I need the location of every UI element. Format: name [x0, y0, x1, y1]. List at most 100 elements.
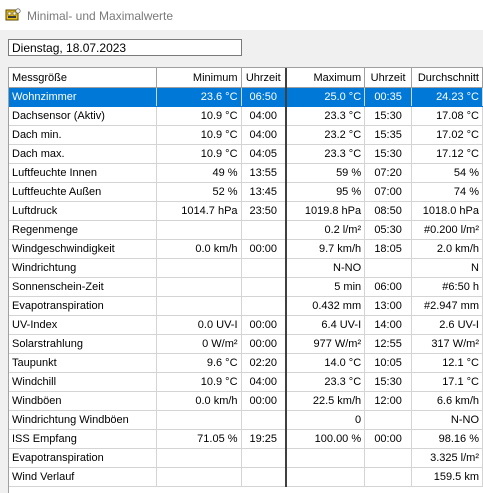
table-header: Messgröße Minimum Uhrzeit Maximum Uhrzeit Dur… — [9, 68, 483, 88]
table-row[interactable]: Windböen 0.0 km/h 00:00 22.5 km/h 12:00 6.6 k… — [9, 391, 483, 411]
durchschnitt-cell: #0.200 l/m² — [411, 220, 483, 240]
uhrzeit-min-cell — [241, 258, 287, 278]
maximum-cell: 59 % — [285, 163, 366, 183]
durchschnitt-cell: 2.6 UV-I — [411, 315, 483, 335]
date-field[interactable]: Dienstag, 18.07.2023 — [8, 39, 242, 56]
table-row[interactable]: Evapotranspiration 0.432 mm 13:00 #2.947 mm — [9, 296, 483, 316]
uhrzeit-min-cell — [241, 277, 287, 297]
messgroesse-cell: Wohnzimmer — [9, 87, 157, 107]
maximum-cell: 977 W/m² — [285, 334, 366, 354]
durchschnitt-cell: 54 % — [411, 163, 483, 183]
col-uhrzeit-max-header[interactable]: Uhrzeit — [364, 68, 413, 88]
minimum-cell: 49 % — [156, 163, 242, 183]
table-row[interactable]: Dach max. 10.9 °C 04:05 23.3 °C 15:30 17.12 °… — [9, 144, 483, 164]
maximum-cell — [285, 448, 366, 468]
maximum-cell: 5 min — [285, 277, 366, 297]
table-row[interactable]: Sonnenschein-Zeit 5 min 06:00 #6:50 h — [9, 277, 483, 297]
uhrzeit-max-cell: 07:00 — [364, 182, 413, 202]
uhrzeit-max-cell: 14:00 — [364, 315, 413, 335]
maximum-cell: 14.0 °C — [285, 353, 366, 373]
table-row[interactable]: ISS Empfang 71.05 % 19:25 100.00 % 00:00 98.1… — [9, 429, 483, 449]
messgroesse-cell: Evapotranspiration — [9, 448, 157, 468]
durchschnitt-cell: 12.1 °C — [411, 353, 483, 373]
minimum-cell: 10.9 °C — [156, 144, 242, 164]
maximum-cell: 6.4 UV-I — [285, 315, 366, 335]
maximum-cell: 1019.8 hPa — [285, 201, 366, 221]
messgroesse-cell: ISS Empfang — [9, 429, 157, 449]
min-max-grid[interactable]: Messgröße Minimum Uhrzeit Maximum Uhrzeit Dur… — [8, 67, 483, 493]
table-row[interactable]: Luftfeuchte Innen 49 % 13:55 59 % 07:20 54 % — [9, 163, 483, 183]
messgroesse-cell: Windrichtung Windböen — [9, 410, 157, 430]
minimum-cell — [156, 296, 242, 316]
minimum-cell: 0.0 km/h — [156, 391, 242, 411]
durchschnitt-cell: 317 W/m² — [411, 334, 483, 354]
uhrzeit-min-cell: 04:00 — [241, 372, 287, 392]
maximum-cell: 23.3 °C — [285, 106, 366, 126]
messgroesse-cell: UV-Index — [9, 315, 157, 335]
maximum-cell: 9.7 km/h — [285, 239, 366, 259]
minimum-cell: 10.9 °C — [156, 125, 242, 145]
durchschnitt-cell: 2.0 km/h — [411, 239, 483, 259]
durchschnitt-cell: 74 % — [411, 182, 483, 202]
uhrzeit-max-cell: 15:30 — [364, 372, 413, 392]
table-row[interactable]: Wohnzimmer 23.6 °C 06:50 25.0 °C 00:35 24.23 … — [9, 87, 483, 107]
messgroesse-cell: Taupunkt — [9, 353, 157, 373]
col-minimum-header[interactable]: Minimum — [156, 68, 242, 88]
maximum-cell: 95 % — [285, 182, 366, 202]
durchschnitt-cell: #2.947 mm — [411, 296, 483, 316]
durchschnitt-cell: 159.5 km — [411, 467, 483, 487]
uhrzeit-max-cell: 10:05 — [364, 353, 413, 373]
uhrzeit-min-cell: 00:00 — [241, 315, 287, 335]
table-row[interactable]: Luftdruck 1014.7 hPa 23:50 1019.8 hPa 08:50 1… — [9, 201, 483, 221]
messgroesse-cell: Dach max. — [9, 144, 157, 164]
uhrzeit-max-cell: 00:00 — [364, 429, 413, 449]
uhrzeit-min-cell: 02:20 — [241, 353, 287, 373]
uhrzeit-max-cell — [364, 410, 413, 430]
uhrzeit-min-cell: 00:00 — [241, 391, 287, 411]
table-row[interactable]: Solarstrahlung 0 W/m² 00:00 977 W/m² 12:55 31… — [9, 334, 483, 354]
col-messgroesse-header[interactable]: Messgröße — [9, 68, 157, 88]
table-row[interactable]: Wind Verlauf 159.5 km — [9, 467, 483, 487]
col-uhrzeit-min-header[interactable]: Uhrzeit — [241, 68, 287, 88]
durchschnitt-cell: 17.12 °C — [411, 144, 483, 164]
uhrzeit-min-cell — [241, 467, 287, 487]
maximum-cell: 23.3 °C — [285, 372, 366, 392]
messgroesse-cell: Wind Verlauf — [9, 467, 157, 487]
minimum-cell — [156, 467, 242, 487]
uhrzeit-max-cell: 13:00 — [364, 296, 413, 316]
durchschnitt-cell: 3.325 l/m² — [411, 448, 483, 468]
table-row[interactable]: Taupunkt 9.6 °C 02:20 14.0 °C 10:05 12.1 °C — [9, 353, 483, 373]
durchschnitt-cell: 17.1 °C — [411, 372, 483, 392]
uhrzeit-max-cell — [364, 258, 413, 278]
table-row[interactable]: UV-Index 0.0 UV-I 00:00 6.4 UV-I 14:00 2.6 UV… — [9, 315, 483, 335]
maximum-cell: 23.2 °C — [285, 125, 366, 145]
durchschnitt-cell: 6.6 km/h — [411, 391, 483, 411]
col-maximum-header[interactable]: Maximum — [285, 68, 366, 88]
col-durchschnitt-header[interactable]: Durchschnitt — [411, 68, 483, 88]
table-row[interactable]: Windgeschwindigkeit 0.0 km/h 00:00 9.7 km/h… — [9, 239, 483, 259]
minimum-cell — [156, 277, 242, 297]
minimum-cell: 23.6 °C — [156, 87, 242, 107]
minimum-cell — [156, 410, 242, 430]
table-row[interactable]: Windrichtung Windböen 0 N-NO — [9, 410, 483, 430]
messgroesse-cell: Sonnenschein-Zeit — [9, 277, 157, 297]
uhrzeit-min-cell: 00:00 — [241, 239, 287, 259]
uhrzeit-min-cell — [241, 296, 287, 316]
min-max-table: Messgröße Minimum Uhrzeit Maximum Uhrzeit Dur… — [9, 68, 483, 487]
table-row[interactable]: Evapotranspiration 3.325 l/m² — [9, 448, 483, 468]
durchschnitt-cell: N-NO — [411, 410, 483, 430]
table-row[interactable]: Regenmenge 0.2 l/m² 05:30 #0.200 l/m² — [9, 220, 483, 240]
maximum-cell: 23.3 °C — [285, 144, 366, 164]
uhrzeit-min-cell: 23:50 — [241, 201, 287, 221]
table-row[interactable]: Dachsensor (Aktiv) 10.9 °C 04:00 23.3 °C 15:… — [9, 106, 483, 126]
messgroesse-cell: Evapotranspiration — [9, 296, 157, 316]
messgroesse-cell: Solarstrahlung — [9, 334, 157, 354]
table-row[interactable]: Windrichtung N-NO N — [9, 258, 483, 278]
table-row[interactable]: Luftfeuchte Außen 52 % 13:45 95 % 07:00 74 % — [9, 182, 483, 202]
table-row[interactable]: Dach min. 10.9 °C 04:00 23.2 °C 15:35 17.02 °… — [9, 125, 483, 145]
uhrzeit-max-cell: 15:35 — [364, 125, 413, 145]
uhrzeit-max-cell: 15:30 — [364, 106, 413, 126]
uhrzeit-min-cell: 00:00 — [241, 334, 287, 354]
uhrzeit-min-cell: 04:00 — [241, 125, 287, 145]
table-row[interactable]: Windchill 10.9 °C 04:00 23.3 °C 15:30 17.1 °C — [9, 372, 483, 392]
